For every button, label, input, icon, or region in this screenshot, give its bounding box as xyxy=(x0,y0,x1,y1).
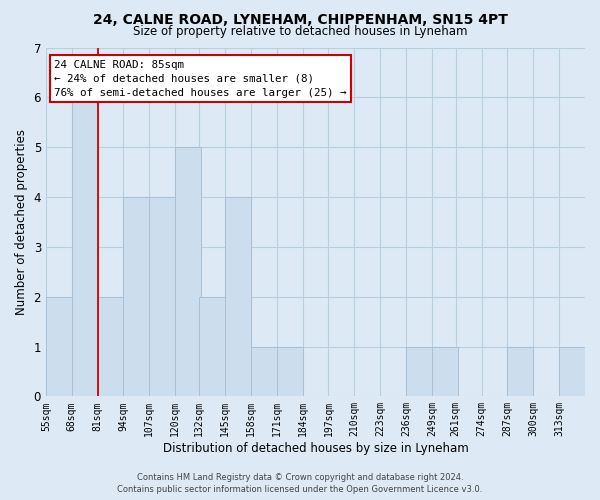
Bar xyxy=(46,296,72,396)
Bar xyxy=(432,346,458,397)
Bar xyxy=(149,197,175,396)
Bar xyxy=(277,346,302,397)
Bar xyxy=(124,197,149,396)
Text: 24, CALNE ROAD, LYNEHAM, CHIPPENHAM, SN15 4PT: 24, CALNE ROAD, LYNEHAM, CHIPPENHAM, SN1… xyxy=(92,12,508,26)
Bar xyxy=(406,346,432,397)
Text: Size of property relative to detached houses in Lyneham: Size of property relative to detached ho… xyxy=(133,25,467,38)
Bar xyxy=(251,346,277,397)
Bar xyxy=(175,147,201,396)
Bar xyxy=(199,296,225,396)
Bar xyxy=(98,296,124,396)
Text: Contains HM Land Registry data © Crown copyright and database right 2024.
Contai: Contains HM Land Registry data © Crown c… xyxy=(118,472,482,494)
Bar xyxy=(559,346,585,397)
Bar xyxy=(72,98,98,397)
Text: 24 CALNE ROAD: 85sqm
← 24% of detached houses are smaller (8)
76% of semi-detach: 24 CALNE ROAD: 85sqm ← 24% of detached h… xyxy=(54,60,347,98)
Y-axis label: Number of detached properties: Number of detached properties xyxy=(15,129,28,315)
Bar xyxy=(508,346,533,397)
X-axis label: Distribution of detached houses by size in Lyneham: Distribution of detached houses by size … xyxy=(163,442,469,455)
Bar xyxy=(225,197,251,396)
